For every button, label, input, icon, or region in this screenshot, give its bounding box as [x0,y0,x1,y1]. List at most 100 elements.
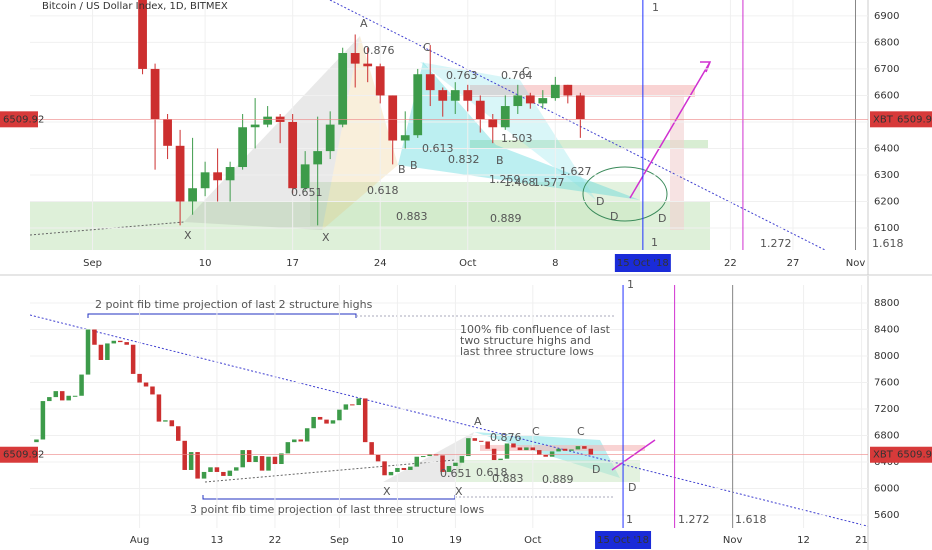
annotation: 0.876 [363,44,395,57]
candle-body [150,68,160,120]
candle-body [395,467,400,472]
candle-body [414,456,420,467]
candle-body [85,329,91,375]
x-tick-label: Sep [83,258,102,269]
candle-body [195,452,200,479]
annotation: X [322,231,330,244]
candle-body [163,420,168,422]
candle-body [524,447,529,451]
candle-body [253,456,258,463]
x-tick-label: 24 [374,258,387,269]
annotation: X [184,229,192,242]
candle-body [138,0,147,69]
candle-body [543,454,548,457]
price-box [870,111,932,128]
candle-body [556,448,561,452]
x-tick-label: 10 [199,258,212,269]
date-highlight-label: 15 Oct '18 [597,535,649,546]
candle-body [575,95,585,120]
x-tick-label: Nov [723,535,743,546]
y-tick-label: 6800 [874,431,899,442]
symbol-label: XBT [873,450,894,461]
candle-body [130,344,136,374]
date-highlight-box [614,254,671,272]
candle-body [369,442,374,455]
candle-body [438,90,448,101]
annotation: 1.272 [678,513,710,526]
annotation: two structure highs and [460,334,591,347]
y-tick-label: 6600 [874,90,899,101]
candle-body [356,398,362,406]
candle-body [350,53,360,64]
annotation: 0.763 [446,69,478,82]
candle-body [338,53,348,125]
y-tick-label: 6300 [874,170,899,181]
annotation: 0.651 [291,186,323,199]
candle-body [156,394,162,422]
candle-body [200,172,210,189]
candle-body [408,466,413,470]
candle-body [285,442,291,454]
candle-body [375,454,381,462]
candle-body [225,167,235,181]
annotation: 0.618 [476,466,508,479]
candle-body [163,119,172,146]
x-tick-label: 22 [269,535,282,546]
x-tick-label: Aug [130,535,150,546]
candle-body [498,458,503,461]
annotation: C [577,425,585,438]
candle-body [238,127,248,168]
candle-body [562,448,568,451]
x-tick-label: 10 [391,535,404,546]
candle-body [388,471,394,476]
candle-body [79,374,84,396]
annotation: X [455,485,463,498]
annotation: 1.627 [560,165,592,178]
candle-body [563,84,573,96]
y-tick-label: 8400 [874,325,899,336]
x-tick-label: 8 [552,258,558,269]
candle-body [182,440,187,470]
y-tick-label: 6400 [874,143,899,154]
annotation: C [522,65,530,78]
y-tick-label: 6100 [874,223,899,234]
candle-body [375,66,385,96]
candle-body [425,74,435,91]
y-tick-label: 6900 [874,11,899,22]
price-box [0,446,38,463]
candle-body [536,450,542,455]
candle-body [550,84,560,99]
candle-body [201,471,207,479]
annotation: 0.889 [542,473,574,486]
plot [30,0,868,250]
annotation: 0.889 [490,212,522,225]
x-tick-label: 21 [855,535,868,546]
candle-body [549,451,555,457]
annotation: C [532,425,540,438]
candle-body [500,106,510,128]
candle-body [575,446,581,450]
price-label: 6509.92 [897,114,932,125]
x-tick-label: 12 [797,535,810,546]
price-box [870,446,932,463]
candle-body [221,471,226,476]
x-tick-label: Sep [330,535,349,546]
candle-body [92,329,97,345]
y-tick-label: 6700 [874,64,899,75]
annotation: 0.651 [440,467,472,480]
annotation: 0.613 [422,142,454,155]
candle-body [117,340,123,343]
annotation: D [610,210,618,223]
candle-body [538,98,548,104]
candle-body [111,340,117,344]
annotation: 1 [626,513,633,526]
candle-body [504,443,510,459]
candle-body [175,145,185,202]
annotation: 0.618 [367,184,399,197]
candle-body [459,456,465,463]
candle-body [582,446,587,449]
y-tick-label: 6200 [874,196,899,207]
annotation: 3 point fib time projection of last thre… [190,503,484,516]
y-tick-label: 8000 [874,351,899,362]
